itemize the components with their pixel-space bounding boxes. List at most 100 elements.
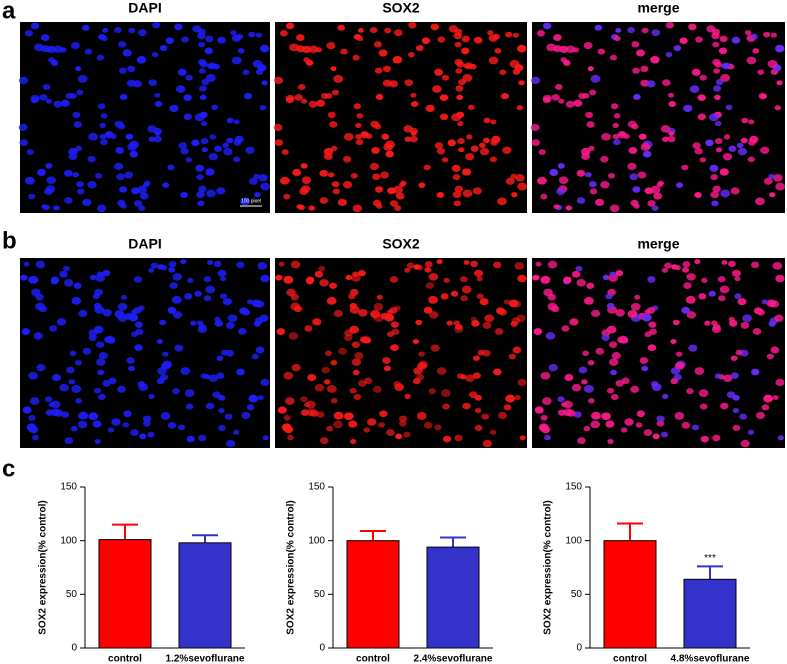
nucleus <box>691 424 700 431</box>
nucleus <box>500 92 509 100</box>
nucleus <box>314 383 325 392</box>
nucleus <box>767 59 778 68</box>
nucleus <box>343 132 354 141</box>
nucleus <box>171 295 182 304</box>
nucleus <box>650 185 661 194</box>
nucleus <box>94 438 101 445</box>
nucleus <box>643 429 653 437</box>
nucleus <box>184 389 195 397</box>
nucleus <box>517 378 527 387</box>
nucleus <box>354 352 364 360</box>
nucleus <box>557 163 565 169</box>
nucleus <box>512 32 519 38</box>
nucleus <box>307 373 317 382</box>
nucleus <box>755 197 765 206</box>
nucleus <box>162 182 170 188</box>
nucleus <box>116 173 125 181</box>
nucleus <box>372 173 381 181</box>
nucleus <box>175 85 186 93</box>
nucleus <box>294 94 303 101</box>
nucleus <box>763 31 771 38</box>
y-tick-label: 50 <box>571 589 583 600</box>
nucleus <box>713 85 722 92</box>
nucleus <box>493 261 502 269</box>
nucleus <box>252 59 263 68</box>
nucleus <box>749 135 759 144</box>
nucleus <box>720 402 729 410</box>
nucleus <box>107 427 115 433</box>
nucleus <box>216 372 225 379</box>
nucleus <box>630 302 641 311</box>
nucleus <box>662 79 671 87</box>
nucleus <box>606 387 615 394</box>
nucleus <box>351 341 360 348</box>
nucleus <box>139 192 149 200</box>
nucleus <box>576 169 586 177</box>
nucleus <box>26 423 37 432</box>
nucleus <box>227 314 238 323</box>
nucleus <box>217 269 227 277</box>
y-axis-title: SOX2 expression(% control) <box>543 500 554 634</box>
nucleus <box>551 94 560 101</box>
nucleus <box>578 92 586 100</box>
nucleus <box>638 133 647 140</box>
nucleus <box>628 147 638 154</box>
nucleus <box>423 306 433 314</box>
nucleus <box>132 80 143 88</box>
nucleus <box>216 187 226 195</box>
nucleus <box>440 293 449 300</box>
nucleus <box>750 33 759 40</box>
nucleus <box>212 391 221 399</box>
nucleus <box>424 266 432 273</box>
nucleus <box>667 92 675 98</box>
nucleus <box>423 421 433 429</box>
nucleus <box>406 262 415 269</box>
nucleus <box>340 48 348 55</box>
nucleus <box>153 135 162 143</box>
nucleus <box>33 332 43 340</box>
nucleus <box>102 308 112 317</box>
nucleus <box>350 438 357 445</box>
nucleus <box>64 437 74 445</box>
nucleus <box>563 276 572 284</box>
nucleus <box>564 373 574 382</box>
nucleus <box>717 276 726 283</box>
nuclei <box>273 21 528 213</box>
nucleus <box>358 379 367 387</box>
nucleus <box>633 203 640 209</box>
nucleus <box>126 65 136 73</box>
nucleus <box>281 149 289 155</box>
nucleus <box>436 367 447 375</box>
nucleus <box>65 92 74 100</box>
y-tick-label: 100 <box>60 535 77 546</box>
nucleus <box>154 100 163 108</box>
nucleus <box>262 435 269 441</box>
nucleus <box>583 42 593 50</box>
nucleus <box>612 133 620 140</box>
nucleus <box>26 149 34 155</box>
nucleus <box>181 36 189 43</box>
nucleus <box>178 142 187 149</box>
bar <box>426 546 480 649</box>
nucleus <box>686 273 696 281</box>
nucleus <box>587 398 595 404</box>
nucleus <box>255 32 263 38</box>
y-tick-label: 100 <box>308 535 325 546</box>
nucleus <box>119 186 128 193</box>
nucleus <box>455 68 463 74</box>
nucleus <box>286 288 296 297</box>
nucleus <box>545 332 556 340</box>
nucleus <box>514 395 521 401</box>
nucleus <box>465 153 475 161</box>
nucleus <box>540 193 548 200</box>
nucleus <box>542 397 552 405</box>
nucleus <box>605 293 613 300</box>
nucleus <box>160 412 171 420</box>
nucleus <box>530 76 541 85</box>
nucleus <box>185 74 193 81</box>
nucleus <box>276 328 286 335</box>
nucleus <box>110 133 117 139</box>
nucleus <box>455 85 464 92</box>
nucleus <box>484 314 495 323</box>
nucleus <box>563 400 573 409</box>
